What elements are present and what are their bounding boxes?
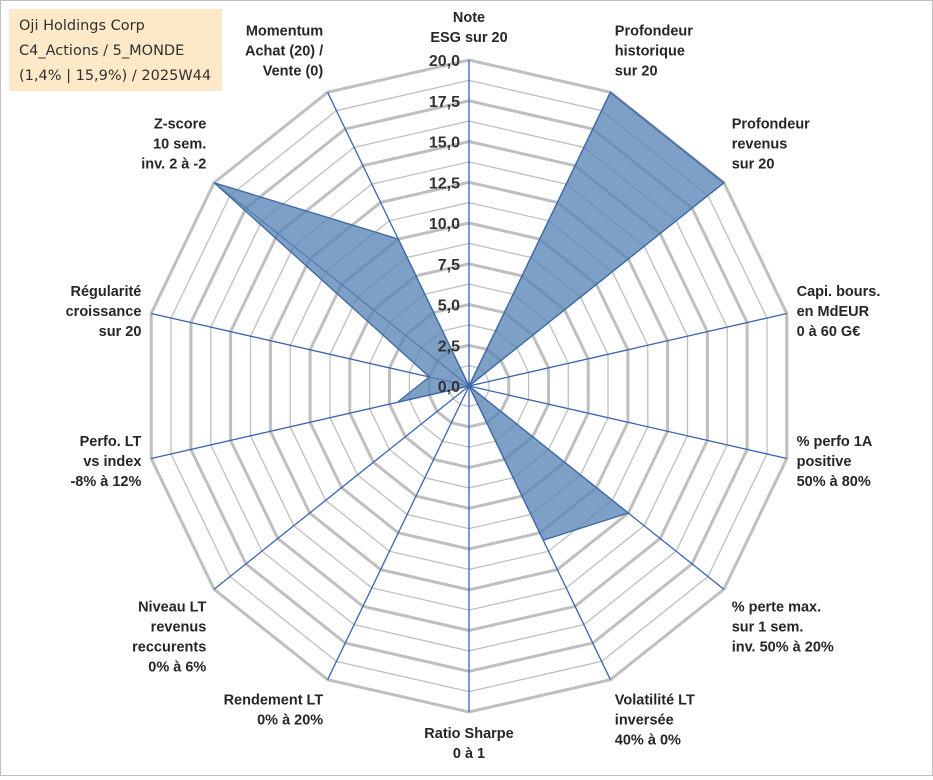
portfolio-category: C4_Actions / 5_MONDE — [19, 43, 185, 59]
axis-label: % perte max. — [732, 600, 821, 616]
tick-label: 0,0 — [438, 379, 460, 396]
tick-label: 20,0 — [429, 53, 460, 70]
tick-label: 12,5 — [429, 175, 460, 192]
axis-label: % perfo 1A — [797, 434, 873, 450]
info-box: Oji Holdings Corp C4_Actions / 5_MONDE (… — [9, 9, 222, 91]
axis-label: Note — [453, 10, 485, 26]
axis-label: vs index — [83, 454, 141, 470]
axis-label: en MdEUR — [797, 304, 870, 320]
company-name: Oji Holdings Corp — [19, 18, 145, 34]
axis-label: Momentum — [246, 23, 323, 39]
axis-label: inversée — [615, 713, 674, 729]
axis-label: sur 20 — [99, 324, 142, 340]
radial-tick-labels: 0,0 2,5 5,0 7,5 10,0 12,5 15,0 17,5 20,0 — [429, 53, 460, 396]
axis-label: Achat (20) / — [245, 43, 323, 59]
performance-week: (1,4% | 15,9%) / 2025W44 — [19, 68, 212, 84]
axis-label: Z-score — [154, 117, 206, 133]
axis-label: Volatilité LT — [615, 693, 695, 709]
axis-label: Ratio Sharpe — [424, 726, 513, 742]
axis-label: sur 1 sem. — [732, 620, 804, 636]
axis-label: 0% à 6% — [148, 660, 206, 676]
axis-label: historique — [615, 43, 685, 59]
axis-label: Niveau LT — [138, 600, 206, 616]
tick-label: 10,0 — [429, 216, 460, 233]
axis-label: Vente (0) — [263, 63, 324, 79]
axis-label: Régularité — [70, 284, 141, 300]
axis-label: sur 20 — [615, 63, 658, 79]
axis-spoke — [468, 385, 787, 460]
axis-spoke — [468, 312, 787, 387]
axis-label: reccurents — [132, 640, 206, 656]
axis-spoke — [151, 312, 470, 387]
axis-label: croissance — [66, 304, 142, 320]
axis-label: inv. 2 à -2 — [141, 157, 206, 173]
axis-label: Profondeur — [732, 117, 810, 133]
tick-label: 7,5 — [438, 257, 460, 274]
axis-label: Rendement LT — [224, 693, 324, 709]
axis-label: sur 20 — [732, 157, 775, 173]
axis-label: 0% à 20% — [257, 713, 323, 729]
axis-label: Perfo. LT — [80, 434, 142, 450]
axis-label: Profondeur — [615, 23, 693, 39]
axis-spoke — [327, 385, 470, 680]
tick-label: 17,5 — [429, 94, 460, 111]
axis-label: -8% à 12% — [70, 474, 141, 490]
radar-series — [213, 91, 725, 541]
axis-label: 40% à 0% — [615, 733, 681, 749]
axis-spoke — [213, 385, 470, 590]
axis-label: positive — [797, 454, 852, 470]
series-area — [213, 91, 725, 541]
tick-label: 15,0 — [429, 135, 460, 152]
axis-label: 50% à 80% — [797, 474, 871, 490]
axis-label: 10 sem. — [153, 137, 206, 153]
tick-label: 2,5 — [438, 338, 460, 355]
axis-label: revenus — [151, 620, 207, 636]
tick-label: 5,0 — [438, 298, 460, 315]
axis-label: revenus — [732, 137, 788, 153]
axis-label: ESG sur 20 — [430, 30, 507, 46]
axis-label: 0 à 1 — [453, 746, 485, 762]
axis-label: Capi. bours. — [797, 284, 881, 300]
axis-label: inv. 50% à 20% — [732, 640, 834, 656]
axis-label: 0 à 60 G€ — [797, 324, 861, 340]
axis-labels: Note ESG sur 20 Profondeur historique sur 20… — [66, 10, 881, 762]
